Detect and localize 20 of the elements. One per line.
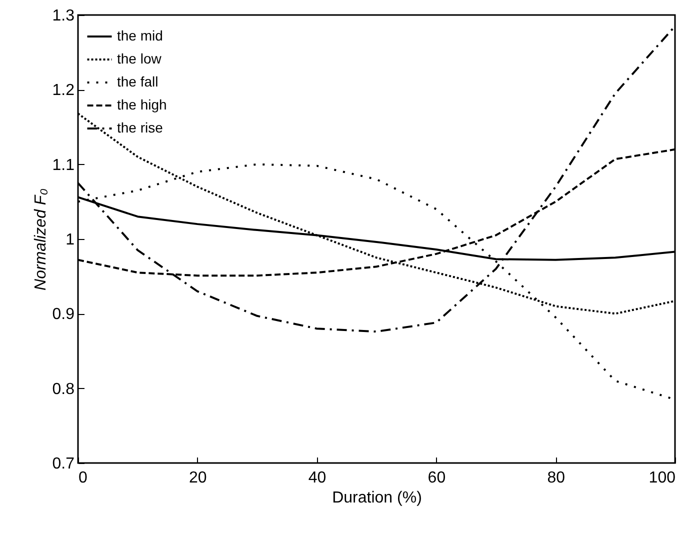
x-axis-title: Duration (%) [332, 490, 422, 506]
x-tick-label: 80 [547, 470, 566, 486]
x-tick-label: 40 [308, 470, 326, 486]
y-tick-label: 1 [66, 232, 75, 248]
x-tick-label: 20 [189, 470, 207, 486]
y-tick-label: 1.3 [52, 8, 75, 24]
y-tick-label: 0.8 [52, 380, 75, 398]
y-tick-label: 0.7 [52, 456, 75, 472]
y-tick-label: 0.9 [52, 306, 75, 324]
x-tick-label: 60 [428, 470, 446, 486]
legend-label: the mid [117, 28, 163, 44]
y-tick-label: 1.2 [52, 82, 75, 100]
y-tick-label: 1.1 [52, 156, 75, 174]
legend-label: the fall [117, 74, 158, 90]
x-tick-label: 100 [648, 470, 676, 486]
x-tick-label: 0 [78, 470, 88, 486]
legend-label: the rise [117, 120, 164, 136]
y-axis-title: Normalized F₀ [32, 188, 50, 290]
legend-label: the high [117, 96, 167, 112]
legend-label: the low [117, 50, 162, 66]
